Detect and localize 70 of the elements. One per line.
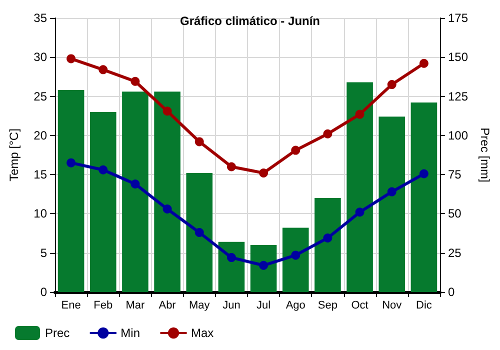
x-tick-label: Sep [318,300,338,312]
legend-label: Prec [45,326,70,340]
y2-tick-label: 100 [448,128,468,142]
y-tick-label: 25 [34,89,48,104]
bar [282,228,309,292]
x-tick-label: Feb [94,300,113,312]
bar [154,92,180,292]
y-tick-label: 20 [34,128,48,142]
legend-label: Max [191,326,214,340]
x-tick-label: Ene [61,300,81,312]
point [259,260,268,270]
bar [346,82,373,292]
x-tick-label: Jul [256,300,271,312]
y-tick-label: 10 [34,206,48,221]
point [291,146,300,155]
point [419,58,428,68]
x-tick-label: Dic [416,300,432,312]
point [226,253,236,262]
point [98,165,108,174]
y2-tick-label: 50 [448,206,462,221]
bar [250,245,277,292]
y-tick-label: 5 [40,246,48,260]
point [323,233,332,242]
point [194,228,204,237]
x-tick-label: Mar [126,300,146,312]
x-tick-label: May [188,300,210,312]
y-tick-label: 15 [34,168,48,182]
point [162,106,172,116]
y-tick-label: 35 [34,11,48,25]
y-tick-label: 0 [40,285,48,299]
y2-tick-label: 75 [448,168,462,182]
chart-title: Gráfico climático - Junín [180,14,320,28]
point [130,76,140,86]
point [66,54,76,64]
y-axis-title: Temp [°C] [7,128,21,182]
x-tick-label: Abr [158,300,176,312]
point [387,187,396,196]
x-tick-label: Ago [286,300,306,312]
point [355,208,364,217]
bar [58,90,84,292]
point [194,137,204,146]
bar [314,198,341,292]
y2-tick-label: 25 [448,246,462,260]
y2-tick-label: 125 [448,89,468,104]
point [130,179,140,188]
x-tick-label: Nov [382,300,402,312]
point [387,80,396,90]
y2-axis-title: Prec [mm] [478,128,492,182]
point [226,162,236,172]
bar [218,242,245,292]
y2-tick-label: 150 [448,50,468,64]
bar [90,112,116,292]
y2-tick-label: 175 [448,11,468,25]
point [98,65,108,74]
bar [186,173,213,292]
point [419,169,428,178]
point [162,204,172,214]
point [291,250,300,260]
point [259,168,268,178]
x-tick-label: Jun [222,300,240,312]
bar [122,92,148,292]
bar [410,102,438,292]
bar [378,116,406,292]
point [323,129,332,138]
point [355,110,364,119]
y2-tick-label: 0 [448,285,455,299]
legend-label: Min [120,326,140,340]
x-tick-label: Oct [351,300,368,312]
y-tick-label: 30 [34,50,48,64]
point [66,158,76,168]
